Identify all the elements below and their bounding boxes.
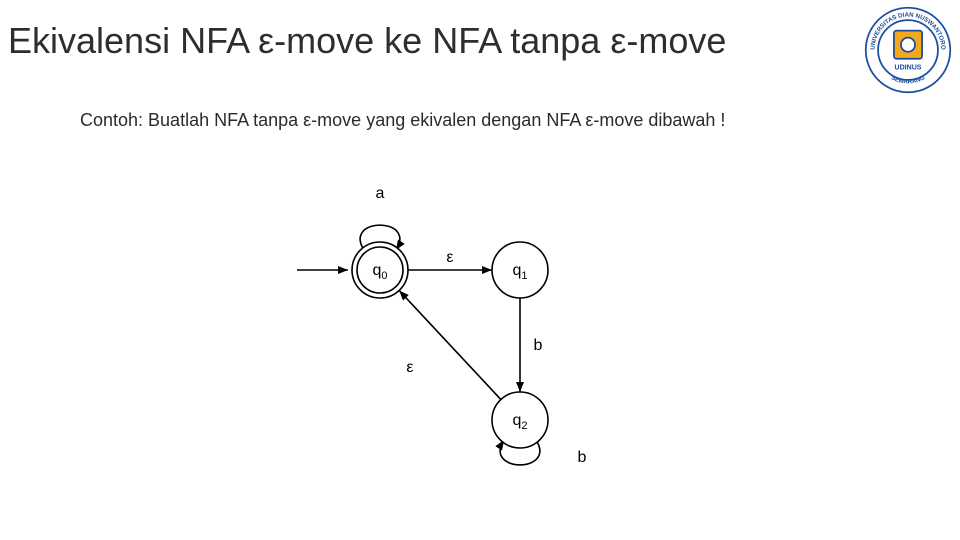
state-q1: q1: [492, 242, 548, 298]
state-q2: q2: [492, 392, 548, 448]
slide-root: Ekivalensi NFA ε-move ke NFA tanpa ε-mov…: [0, 0, 960, 540]
edge-label: ε: [446, 249, 453, 266]
edge-label: a: [376, 185, 385, 202]
logo-inner-label: UDINUS: [895, 64, 922, 71]
university-logo: UNIVERSITAS DIAN NUSWANTORO SEMARANG UDI…: [864, 6, 952, 94]
page-title: Ekivalensi NFA ε-move ke NFA tanpa ε-mov…: [8, 20, 726, 62]
edge-label: ε: [406, 359, 413, 376]
edge: [399, 290, 501, 399]
edge-label: b: [578, 449, 587, 466]
page-subtitle: Contoh: Buatlah NFA tanpa ε-move yang ek…: [80, 110, 725, 131]
edge-label: b: [534, 337, 543, 354]
state-q0: q0: [352, 242, 408, 298]
fsm-diagram: a ε b ε b q0 q1 q2: [260, 160, 680, 520]
